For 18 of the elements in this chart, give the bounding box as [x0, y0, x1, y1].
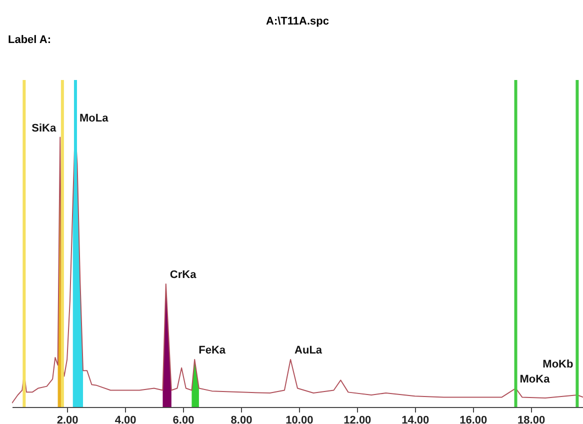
annotation: AuLa: [294, 344, 323, 356]
chart-subtitle: Label A:: [8, 34, 51, 46]
x-tick-label: 4.00: [114, 414, 136, 424]
x-tick-label: 8.00: [230, 414, 252, 424]
annotation: SiKa: [32, 122, 57, 134]
x-tick-label: 6.00: [172, 414, 194, 424]
x-tick-label: 12.00: [344, 414, 372, 424]
annotation: CrKa: [170, 269, 198, 282]
x-tick-label: 14.00: [402, 414, 430, 424]
annotation: FeKa: [198, 344, 226, 356]
annotation: MoKb: [542, 358, 574, 370]
annotation: MoLa: [79, 112, 110, 125]
x-tick-label: 18.00: [518, 414, 546, 424]
chart-title: A:\T11A.spc: [266, 16, 329, 28]
annotation: MoKa: [520, 373, 551, 386]
x-tick-label: 16.00: [460, 414, 488, 424]
x-tick-label: 2.00: [56, 414, 78, 424]
x-tick-label: 10.00: [286, 414, 314, 424]
